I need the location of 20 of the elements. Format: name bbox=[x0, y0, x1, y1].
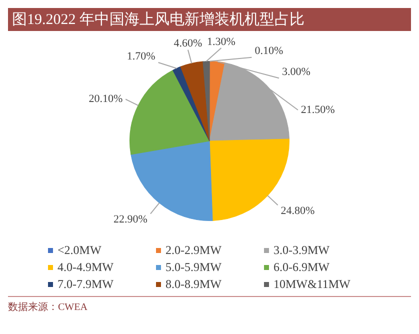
source-note: 数据来源：CWEA bbox=[8, 300, 88, 314]
chart-title: 图19.2022 年中国海上风电新增装机机型占比 bbox=[8, 8, 411, 31]
data-label: 21.50% bbox=[300, 104, 335, 116]
legend-label: 3.0-3.9MW bbox=[274, 243, 330, 258]
legend-label: 10MW&11MW bbox=[274, 277, 350, 292]
legend-label: 4.0-4.9MW bbox=[58, 260, 114, 275]
data-label: 20.10% bbox=[88, 93, 123, 106]
legend-label: <2.0MW bbox=[58, 243, 102, 258]
data-label: 24.80% bbox=[280, 205, 315, 218]
legend-label: 8.0-8.9MW bbox=[166, 277, 222, 292]
data-label: 22.90% bbox=[114, 214, 148, 226]
data-label: 4.60% bbox=[174, 38, 202, 50]
data-label: 1.30% bbox=[206, 36, 236, 48]
data-label: 0.10% bbox=[254, 45, 284, 58]
data-label: 1.70% bbox=[126, 50, 156, 62]
legend-label: 6.0-6.9MW bbox=[274, 260, 330, 275]
legend-label: 5.0-5.9MW bbox=[166, 260, 222, 275]
data-label: 3.00% bbox=[282, 66, 310, 78]
legend-label: 2.0-2.9MW bbox=[166, 243, 222, 258]
legend-label: 7.0-7.9MW bbox=[58, 277, 114, 292]
